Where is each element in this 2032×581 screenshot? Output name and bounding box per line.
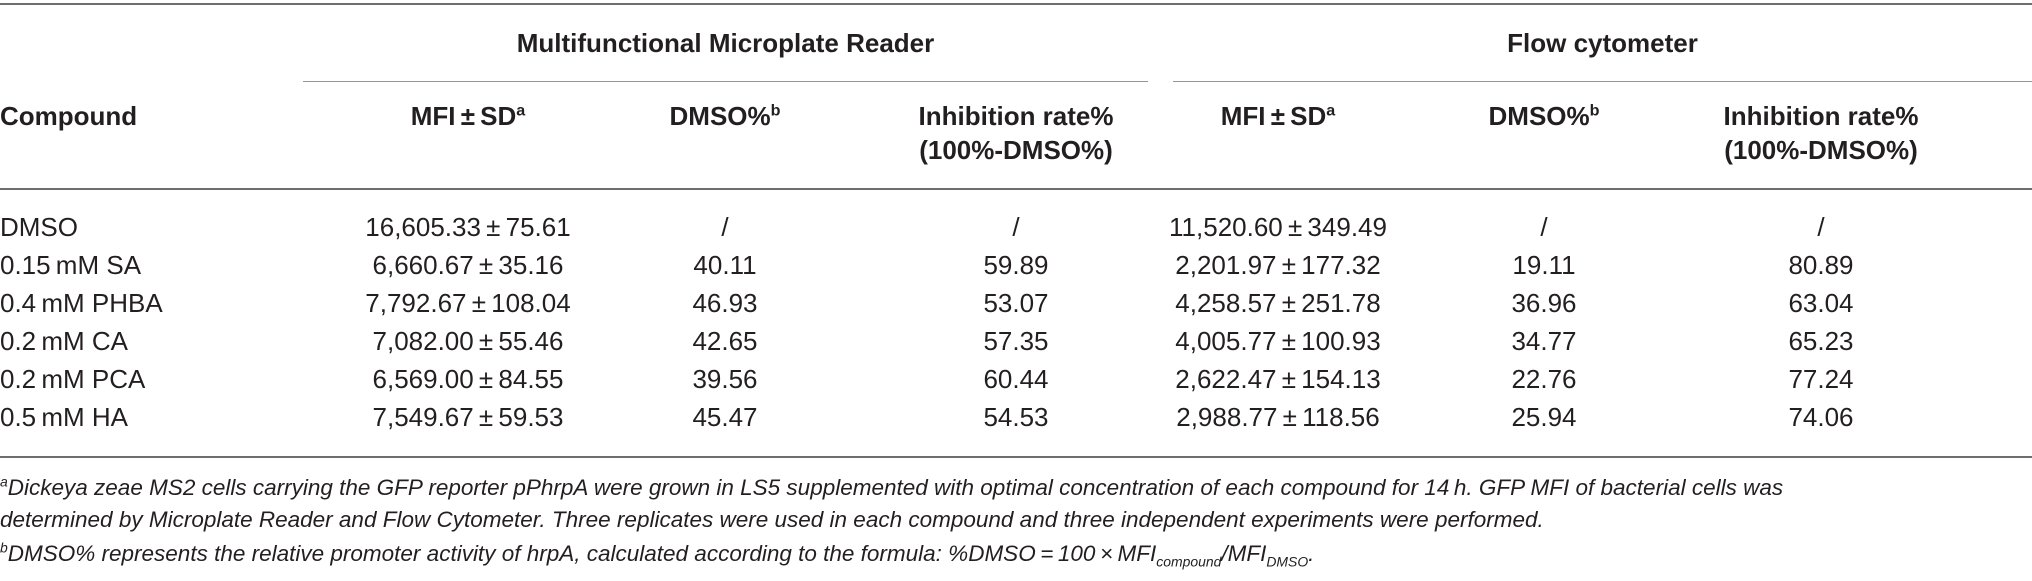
footnote-a: aDickeya zeae MS2 cells carrying the GFP…: [0, 473, 1783, 503]
value-cell: 34.77: [1511, 326, 1577, 356]
column-header-footnote-mark: b: [770, 101, 781, 120]
value-cell: 59.89: [983, 250, 1049, 280]
column-header-3: Inhibition rate% (100%-DMSO%): [891, 99, 1141, 167]
footnote-b-subscript-compound: compound: [1156, 553, 1222, 570]
value-cell: /: [1817, 212, 1825, 242]
value-cell: 80.89: [1788, 250, 1854, 280]
column-header-line: MFI ± SD: [410, 101, 517, 131]
compound-cell: 0.2 mM PCA: [0, 364, 146, 394]
value-cell: 42.65: [692, 326, 758, 356]
value-cell: 74.06: [1788, 402, 1854, 432]
footnote-a-text: Dickeya zeae MS2 cells carrying the GFP …: [7, 475, 1784, 500]
column-header-line: MFI ± SD: [1220, 101, 1327, 131]
column-header-footnote-mark: b: [1589, 101, 1600, 120]
value-cell: 54.53: [983, 402, 1049, 432]
value-cell: 7,792.67 ± 108.04: [365, 288, 571, 318]
column-header-line: DMSO%: [1488, 101, 1590, 131]
value-cell: 4,258.57 ± 251.78: [1175, 288, 1381, 318]
value-cell: 2,622.47 ± 154.13: [1175, 364, 1381, 394]
flow-group-rule: [1173, 81, 2032, 82]
footnote-a-continued: determined by Microplate Reader and Flow…: [0, 505, 1544, 535]
microplate-group-rule: [303, 81, 1148, 82]
value-cell: 2,201.97 ± 177.32: [1175, 250, 1381, 280]
column-header-line: Inhibition rate%: [1723, 101, 1919, 131]
value-cell: 2,988.77 ± 118.56: [1176, 402, 1380, 432]
footnote-b-subscript-dmso: DMSO: [1266, 553, 1309, 570]
column-header-line: (100%-DMSO%): [919, 135, 1113, 165]
value-cell: 46.93: [692, 288, 758, 318]
value-cell: 6,569.00 ± 84.55: [372, 364, 564, 394]
header-bottom-rule: [0, 188, 2032, 190]
value-cell: /: [1540, 212, 1548, 242]
footnote-b-text: DMSO% represents the relative promoter a…: [7, 541, 1157, 566]
value-cell: 19.11: [1512, 250, 1576, 280]
compound-cell: DMSO: [0, 212, 78, 242]
column-header-1: MFI ± SDa: [343, 99, 593, 133]
value-cell: 11,520.60 ± 349.49: [1169, 212, 1387, 242]
value-cell: 7,082.00 ± 55.46: [372, 326, 564, 356]
value-cell: 7,549.67 ± 59.53: [372, 402, 564, 432]
group-header-flow-cytometer: Flow cytometer: [1507, 28, 1698, 58]
column-header-line: Inhibition rate%: [918, 101, 1114, 131]
column-header-footnote-mark: a: [516, 101, 526, 120]
value-cell: 16,605.33 ± 75.61: [365, 212, 571, 242]
value-cell: 39.56: [692, 364, 758, 394]
column-header-2: DMSO%b: [600, 99, 850, 133]
value-cell: /: [1012, 212, 1020, 242]
column-header-footnote-mark: a: [1326, 101, 1336, 120]
value-cell: 63.04: [1788, 288, 1854, 318]
column-header-5: DMSO%b: [1419, 99, 1669, 133]
value-cell: 40.11: [693, 250, 757, 280]
value-cell: 57.35: [983, 326, 1049, 356]
table-bottom-rule: [0, 456, 2032, 458]
table-top-rule: [0, 3, 2032, 5]
footnote-b-slash: /MFI: [1221, 541, 1267, 566]
column-header-compound: Compound: [0, 101, 138, 131]
compound-cell: 0.15 mM SA: [0, 250, 142, 280]
column-header-6: Inhibition rate% (100%-DMSO%): [1696, 99, 1946, 167]
value-cell: 25.94: [1511, 402, 1577, 432]
value-cell: 6,660.67 ± 35.16: [372, 250, 564, 280]
value-cell: 36.96: [1511, 288, 1577, 318]
compound-cell: 0.4 mM PHBA: [0, 288, 163, 318]
compound-cell: 0.2 mM CA: [0, 326, 129, 356]
column-header-line: (100%-DMSO%): [1724, 135, 1918, 165]
value-cell: 77.24: [1788, 364, 1854, 394]
footnote-b: bDMSO% represents the relative promoter …: [0, 539, 1314, 569]
value-cell: 4,005.77 ± 100.93: [1175, 326, 1381, 356]
footnote-b-mark: b: [0, 539, 8, 556]
value-cell: 53.07: [983, 288, 1049, 318]
column-header-4: MFI ± SDa: [1153, 99, 1403, 133]
column-header-line: DMSO%: [669, 101, 771, 131]
value-cell: 60.44: [983, 364, 1049, 394]
value-cell: 65.23: [1788, 326, 1854, 356]
group-header-microplate: Multifunctional Microplate Reader: [516, 28, 935, 58]
value-cell: /: [721, 212, 729, 242]
value-cell: 22.76: [1511, 364, 1577, 394]
value-cell: 45.47: [692, 402, 758, 432]
compound-cell: 0.5 mM HA: [0, 402, 129, 432]
footnote-a-text-continued: determined by Microplate Reader and Flow…: [0, 507, 1544, 532]
footnote-a-mark: a: [0, 473, 8, 490]
footnote-b-end: .: [1308, 541, 1315, 566]
